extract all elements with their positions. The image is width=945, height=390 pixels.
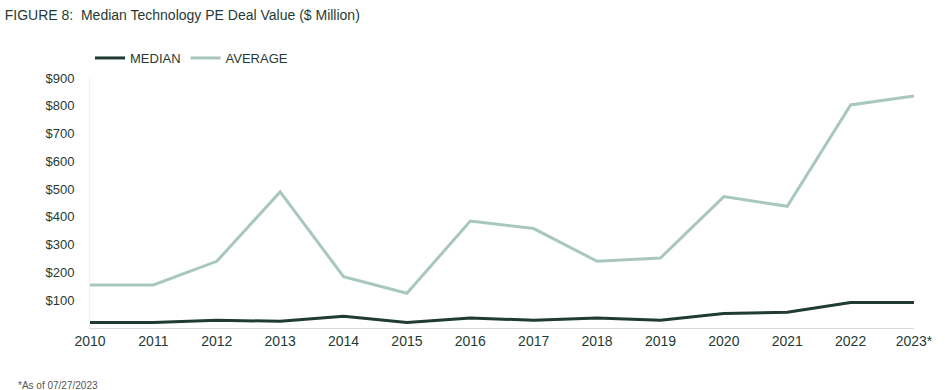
svg-text:$300: $300 bbox=[45, 237, 74, 252]
svg-text:2013: 2013 bbox=[265, 333, 296, 349]
svg-text:2018: 2018 bbox=[582, 333, 613, 349]
svg-text:$700: $700 bbox=[45, 126, 74, 141]
svg-text:2011: 2011 bbox=[138, 333, 168, 349]
svg-text:2010: 2010 bbox=[74, 333, 105, 349]
svg-text:2012: 2012 bbox=[201, 333, 232, 349]
svg-text:2022: 2022 bbox=[835, 333, 866, 349]
svg-text:FIGURE 8: Median Technology P: FIGURE 8: Median Technology PE Deal Valu… bbox=[5, 7, 360, 23]
svg-text:MEDIAN: MEDIAN bbox=[130, 51, 181, 66]
svg-text:*As of 07/27/2023: *As of 07/27/2023 bbox=[18, 380, 98, 390]
svg-text:AVERAGE: AVERAGE bbox=[226, 51, 288, 66]
svg-text:2021: 2021 bbox=[772, 333, 803, 349]
svg-text:2023*: 2023* bbox=[896, 333, 933, 349]
svg-text:$500: $500 bbox=[45, 182, 74, 197]
svg-text:$200: $200 bbox=[45, 265, 74, 280]
svg-text:2015: 2015 bbox=[391, 333, 422, 349]
svg-text:$100: $100 bbox=[45, 293, 74, 308]
svg-text:$900: $900 bbox=[45, 71, 74, 86]
svg-text:2017: 2017 bbox=[518, 333, 549, 349]
svg-text:2019: 2019 bbox=[645, 333, 676, 349]
svg-text:$800: $800 bbox=[45, 98, 74, 113]
svg-text:$400: $400 bbox=[45, 209, 74, 224]
svg-text:2016: 2016 bbox=[455, 333, 486, 349]
svg-text:2014: 2014 bbox=[328, 333, 359, 349]
svg-text:2020: 2020 bbox=[708, 333, 739, 349]
svg-text:$600: $600 bbox=[45, 154, 74, 169]
